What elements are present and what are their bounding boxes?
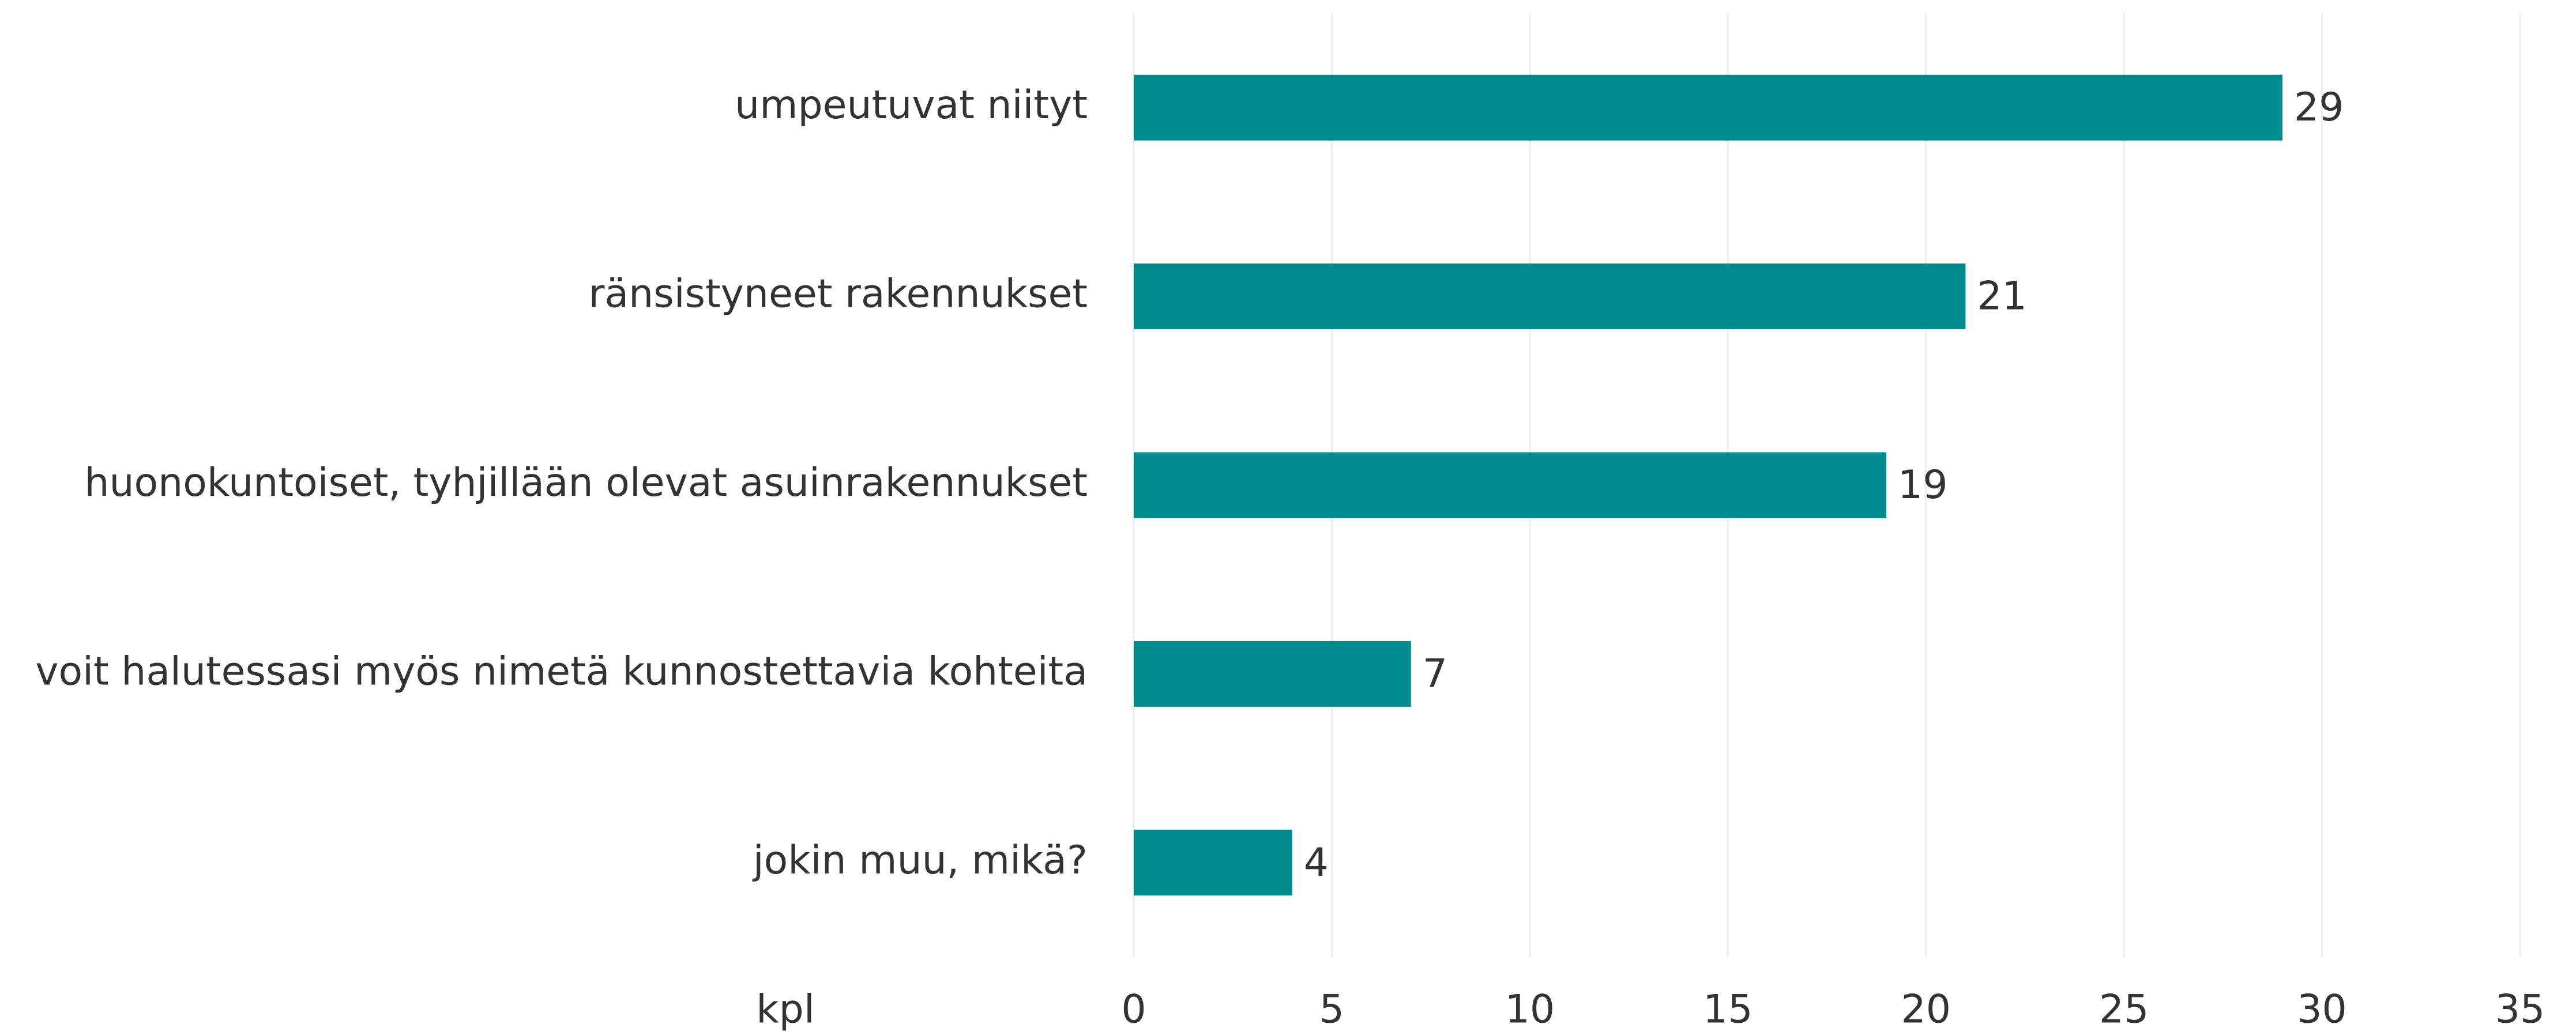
bar [1134,641,1411,707]
x-tick-label: 20 [1901,987,1951,1032]
x-tick-label: 30 [2297,987,2347,1032]
y-tick-label: huonokuntoiset, tyhjillään olevat asuinr… [84,460,1088,506]
bar [1134,74,2282,141]
x-tick-label: 35 [2495,987,2545,1032]
x-tick-label: 0 [1121,987,1146,1032]
y-tick-label: jokin muu, mikä? [752,838,1088,883]
x-tick-label: 5 [1319,987,1344,1032]
y-tick-label: voit halutessasi myös nimetä kunnostetta… [35,649,1088,694]
x-tick-label: 25 [2099,987,2149,1032]
x-axis-label: kpl [756,987,814,1032]
value-label: 29 [2294,85,2344,130]
value-label: 19 [1898,462,1948,508]
value-label: 4 [1304,840,1329,886]
y-tick-label: ränsistyneet rakennukset [589,272,1088,317]
y-tick-label: umpeutuvat niityt [735,82,1088,128]
value-label: 7 [1423,651,1447,696]
bar [1134,263,1966,330]
bar [1134,452,1887,518]
bar [1134,830,1292,896]
value-label: 21 [1977,274,2027,319]
x-tick-label: 15 [1703,987,1753,1032]
x-tick-label: 10 [1505,987,1555,1032]
